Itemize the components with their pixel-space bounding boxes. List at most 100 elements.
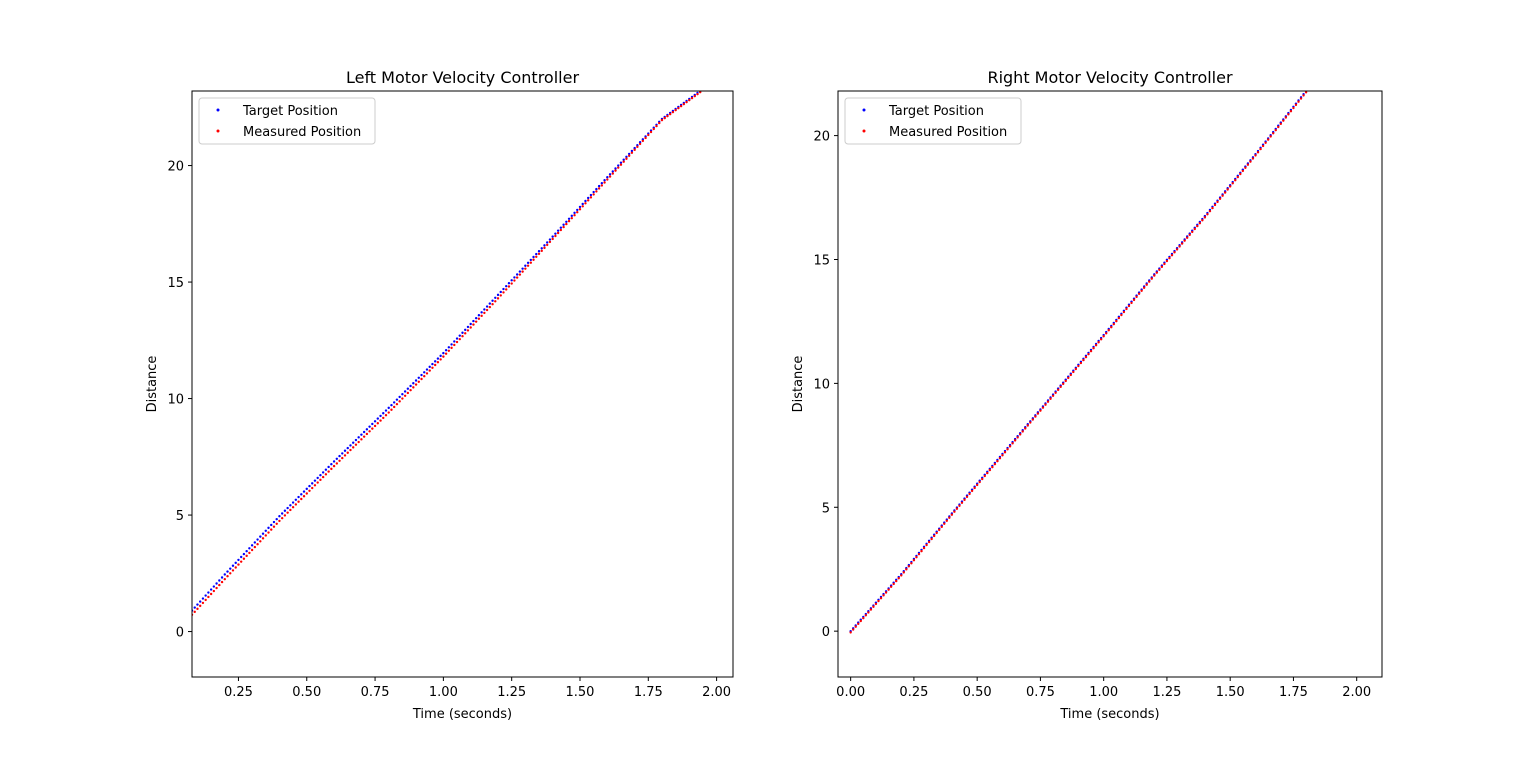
data-point xyxy=(502,291,505,294)
data-point xyxy=(406,391,410,395)
data-point xyxy=(349,448,352,452)
data-point xyxy=(373,424,377,428)
data-point xyxy=(584,199,587,203)
data-point xyxy=(597,184,601,188)
data-point xyxy=(472,323,475,326)
legend-box xyxy=(844,97,1022,145)
data-point xyxy=(1122,310,1126,314)
data-point xyxy=(1072,370,1075,374)
data-point xyxy=(231,564,235,567)
data-point xyxy=(278,515,281,518)
data-point xyxy=(1277,125,1280,129)
data-point xyxy=(196,603,199,606)
data-point xyxy=(1153,274,1156,277)
x-tick-label: 0.25 xyxy=(899,685,928,700)
data-point xyxy=(1221,194,1224,197)
data-point xyxy=(250,544,254,547)
data-point xyxy=(267,531,270,534)
data-point xyxy=(360,438,363,441)
data-point xyxy=(945,519,948,522)
data-point xyxy=(535,255,538,258)
data-point xyxy=(1089,349,1093,353)
legend-marker xyxy=(862,108,866,112)
chart-title: Right Motor Velocity Controller xyxy=(987,68,1233,87)
data-point xyxy=(1150,277,1153,280)
data-point xyxy=(617,166,620,169)
y-axis-label: Distance xyxy=(791,356,806,413)
data-point xyxy=(510,282,513,285)
data-point xyxy=(515,273,519,276)
x-axis-label: Time (seconds) xyxy=(1059,707,1159,722)
data-point xyxy=(308,489,311,492)
data-point xyxy=(1223,191,1227,194)
data-point xyxy=(204,598,207,602)
data-point xyxy=(289,504,292,507)
data-point xyxy=(902,571,905,574)
data-point xyxy=(220,580,224,584)
data-point xyxy=(261,537,265,540)
data-point xyxy=(223,573,226,576)
data-point xyxy=(1107,329,1110,332)
data-point xyxy=(943,522,946,526)
data-point xyxy=(970,489,974,493)
data-point xyxy=(395,402,399,406)
data-point xyxy=(316,476,319,480)
data-point xyxy=(461,331,464,334)
x-axis-label: Time (seconds) xyxy=(412,707,512,722)
data-point xyxy=(507,282,511,285)
data-point xyxy=(1158,268,1161,271)
series-1 xyxy=(849,91,1308,634)
data-point xyxy=(554,232,557,235)
data-point xyxy=(589,193,593,197)
x-tick-label: 1.50 xyxy=(1216,685,1245,700)
data-point xyxy=(229,567,232,570)
data-point xyxy=(953,510,956,513)
data-point xyxy=(431,366,434,370)
data-point xyxy=(242,552,246,556)
data-point xyxy=(570,216,573,220)
data-point xyxy=(218,579,221,582)
data-point xyxy=(308,484,311,488)
data-point xyxy=(212,589,216,593)
data-point xyxy=(218,583,221,587)
data-point xyxy=(436,361,440,364)
data-point xyxy=(1249,160,1252,163)
data-point xyxy=(652,127,655,131)
data-point xyxy=(532,258,535,261)
data-point xyxy=(565,220,568,223)
data-point xyxy=(578,205,582,209)
data-point xyxy=(1046,400,1050,403)
data-point xyxy=(627,152,631,156)
data-point xyxy=(398,395,401,399)
data-point xyxy=(679,104,683,108)
data-point xyxy=(461,335,464,338)
data-point xyxy=(248,547,251,550)
data-point xyxy=(330,467,333,471)
data-point xyxy=(226,575,229,578)
data-point xyxy=(267,526,270,530)
data-point xyxy=(272,525,276,528)
data-point xyxy=(223,577,226,581)
data-point xyxy=(854,625,857,628)
data-point xyxy=(887,588,890,591)
data-point xyxy=(543,246,546,250)
data-point xyxy=(526,264,530,267)
data-point xyxy=(264,529,267,532)
data-point xyxy=(1304,91,1308,94)
data-point xyxy=(297,500,300,503)
data-point xyxy=(1160,265,1164,269)
data-point xyxy=(1024,427,1027,430)
data-point xyxy=(485,308,489,312)
data-point xyxy=(362,430,366,434)
data-point xyxy=(521,270,524,273)
data-point xyxy=(1264,141,1267,144)
data-point xyxy=(1206,213,1209,216)
data-point xyxy=(573,213,576,217)
data-point xyxy=(859,619,862,623)
data-point xyxy=(469,326,472,329)
data-point xyxy=(311,486,314,490)
data-point xyxy=(259,540,262,543)
data-point xyxy=(387,411,390,414)
data-point xyxy=(1299,97,1303,100)
data-point xyxy=(346,446,349,450)
